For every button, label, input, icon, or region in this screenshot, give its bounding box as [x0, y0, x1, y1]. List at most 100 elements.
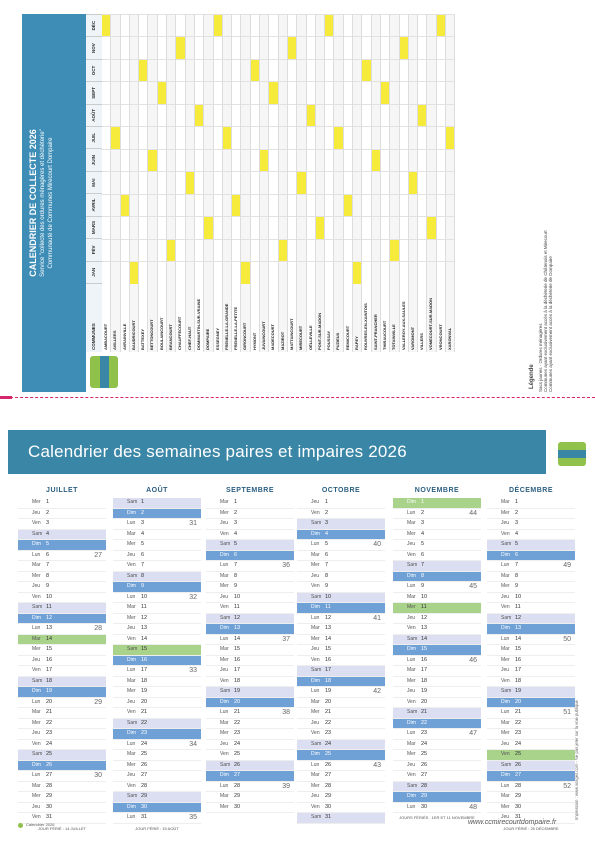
commune-name: CHEF-HAUT	[186, 326, 192, 350]
day-number: 31	[46, 814, 53, 820]
commune-name: THIRAUCOURT	[381, 320, 387, 350]
collection-cell	[139, 194, 148, 217]
day-row: Lun 27 30	[18, 771, 106, 782]
day-abbr: Mar	[32, 562, 41, 568]
calendar-header: Calendrier des semaines paires et impair…	[8, 430, 546, 474]
collection-cell	[380, 194, 390, 217]
collection-cell	[306, 194, 315, 217]
day-row: Jeu 3	[206, 519, 294, 530]
collection-cell	[176, 261, 185, 284]
collection-cell	[353, 81, 362, 104]
collection-cell	[269, 171, 278, 194]
week-number: 43	[373, 761, 381, 769]
day-number: 30	[325, 803, 332, 810]
note-dechetterie-dompaire: Communes ayant exclusivement accès à la …	[548, 256, 553, 392]
collection-cell	[269, 126, 278, 149]
collection-cell	[427, 171, 436, 194]
day-row: Mar 1	[487, 498, 575, 509]
day-row: Mar 29	[487, 792, 575, 803]
collection-cell	[120, 36, 129, 59]
day-row: Sam 12	[206, 613, 294, 624]
commune-row: AMBACOURT	[102, 14, 112, 352]
day-row: Mar 10	[393, 593, 481, 603]
week-number: 51	[563, 709, 571, 716]
collection-cell	[325, 81, 334, 104]
day-number: 15	[141, 646, 148, 652]
cc-logo	[86, 352, 122, 392]
collection-cell	[232, 36, 241, 59]
day-number: 3	[421, 520, 425, 526]
collection-cell	[362, 261, 371, 284]
day-row: Sam 5	[206, 540, 294, 551]
collection-cell	[297, 36, 306, 59]
commune-name: GIRONCOURT	[242, 322, 248, 350]
day-number: 12	[421, 614, 428, 621]
collection-cell	[362, 239, 371, 262]
collection-cell	[167, 104, 176, 127]
collection-cell	[157, 81, 167, 104]
day-number: 18	[325, 677, 332, 684]
commune-name: OËLLEVILLE	[307, 325, 313, 350]
collection-cell	[194, 59, 204, 82]
day-number: 11	[515, 604, 521, 610]
collection-cell	[315, 149, 325, 172]
collection-cell	[250, 261, 260, 284]
day-row: Ven 21	[113, 708, 201, 719]
week-number: 33	[189, 667, 197, 674]
month-3: OCTOBRE Jeu 1 Ven 2 Sam 3 Dim 4 Lun 5 40 Mar 6 Mer 7 Jeu…	[297, 484, 385, 824]
day-number: 25	[46, 751, 53, 757]
collection-cell	[241, 126, 250, 149]
commune-row: CHAUFFECOURT	[176, 14, 186, 352]
day-row: Sam 22	[113, 718, 201, 729]
collection-cell	[222, 261, 232, 284]
collection-cell	[306, 239, 315, 262]
collection-cell	[427, 104, 436, 127]
collection-cell	[278, 261, 287, 284]
day-row: Mer 18	[393, 677, 481, 687]
day-abbr: Dim	[311, 751, 320, 757]
collection-cell	[148, 194, 157, 217]
collection-cell	[390, 104, 399, 127]
collection-cell	[287, 216, 297, 239]
collection-cell	[380, 126, 390, 149]
collection-cell	[362, 14, 371, 37]
collection-cell	[241, 59, 250, 82]
day-abbr: Mer	[32, 572, 41, 579]
day-row: Mar 28	[18, 782, 106, 792]
commune-name: RAPEY	[354, 336, 360, 350]
day-abbr: Lun	[127, 593, 136, 600]
collection-cell	[185, 149, 194, 172]
day-row: Dim 11	[297, 603, 385, 614]
day-number: 31	[325, 814, 332, 820]
day-row: Dim 1	[393, 498, 481, 509]
day-row: Mar 8	[487, 572, 575, 582]
day-abbr: Jeu	[32, 509, 41, 516]
day-row: Dim 2	[113, 508, 201, 519]
commune-name: VOMECOURT-SUR-MADON	[428, 298, 434, 350]
collection-cell	[334, 194, 343, 217]
commune-name: BOULAINCOURT	[158, 317, 164, 350]
day-number: 26	[421, 761, 428, 768]
collection-cell	[222, 14, 232, 37]
collection-cell	[408, 104, 418, 127]
day-abbr: Mar	[127, 751, 136, 757]
day-number: 2	[141, 509, 145, 516]
day-number: 15	[46, 646, 53, 652]
collection-cell	[120, 14, 129, 37]
collection-cell	[213, 14, 222, 37]
day-row: Mar 8	[206, 572, 294, 582]
website-link[interactable]: www.ccmirecourtdompaire.fr	[468, 819, 557, 826]
collection-cell	[222, 104, 232, 127]
day-row: Ven 4	[206, 530, 294, 540]
collection-cell	[213, 104, 222, 127]
collection-cell	[120, 149, 129, 172]
day-row: Dim 8	[393, 571, 481, 582]
day-abbr: Sam	[220, 688, 231, 694]
collection-cell	[390, 126, 399, 149]
day-abbr: Ven	[220, 604, 229, 610]
commune-row: PUZIEUX	[334, 14, 344, 352]
collection-cell	[194, 104, 204, 127]
day-abbr: Lun	[220, 782, 229, 789]
collection-cell	[176, 59, 185, 82]
collection-cell	[343, 36, 353, 59]
